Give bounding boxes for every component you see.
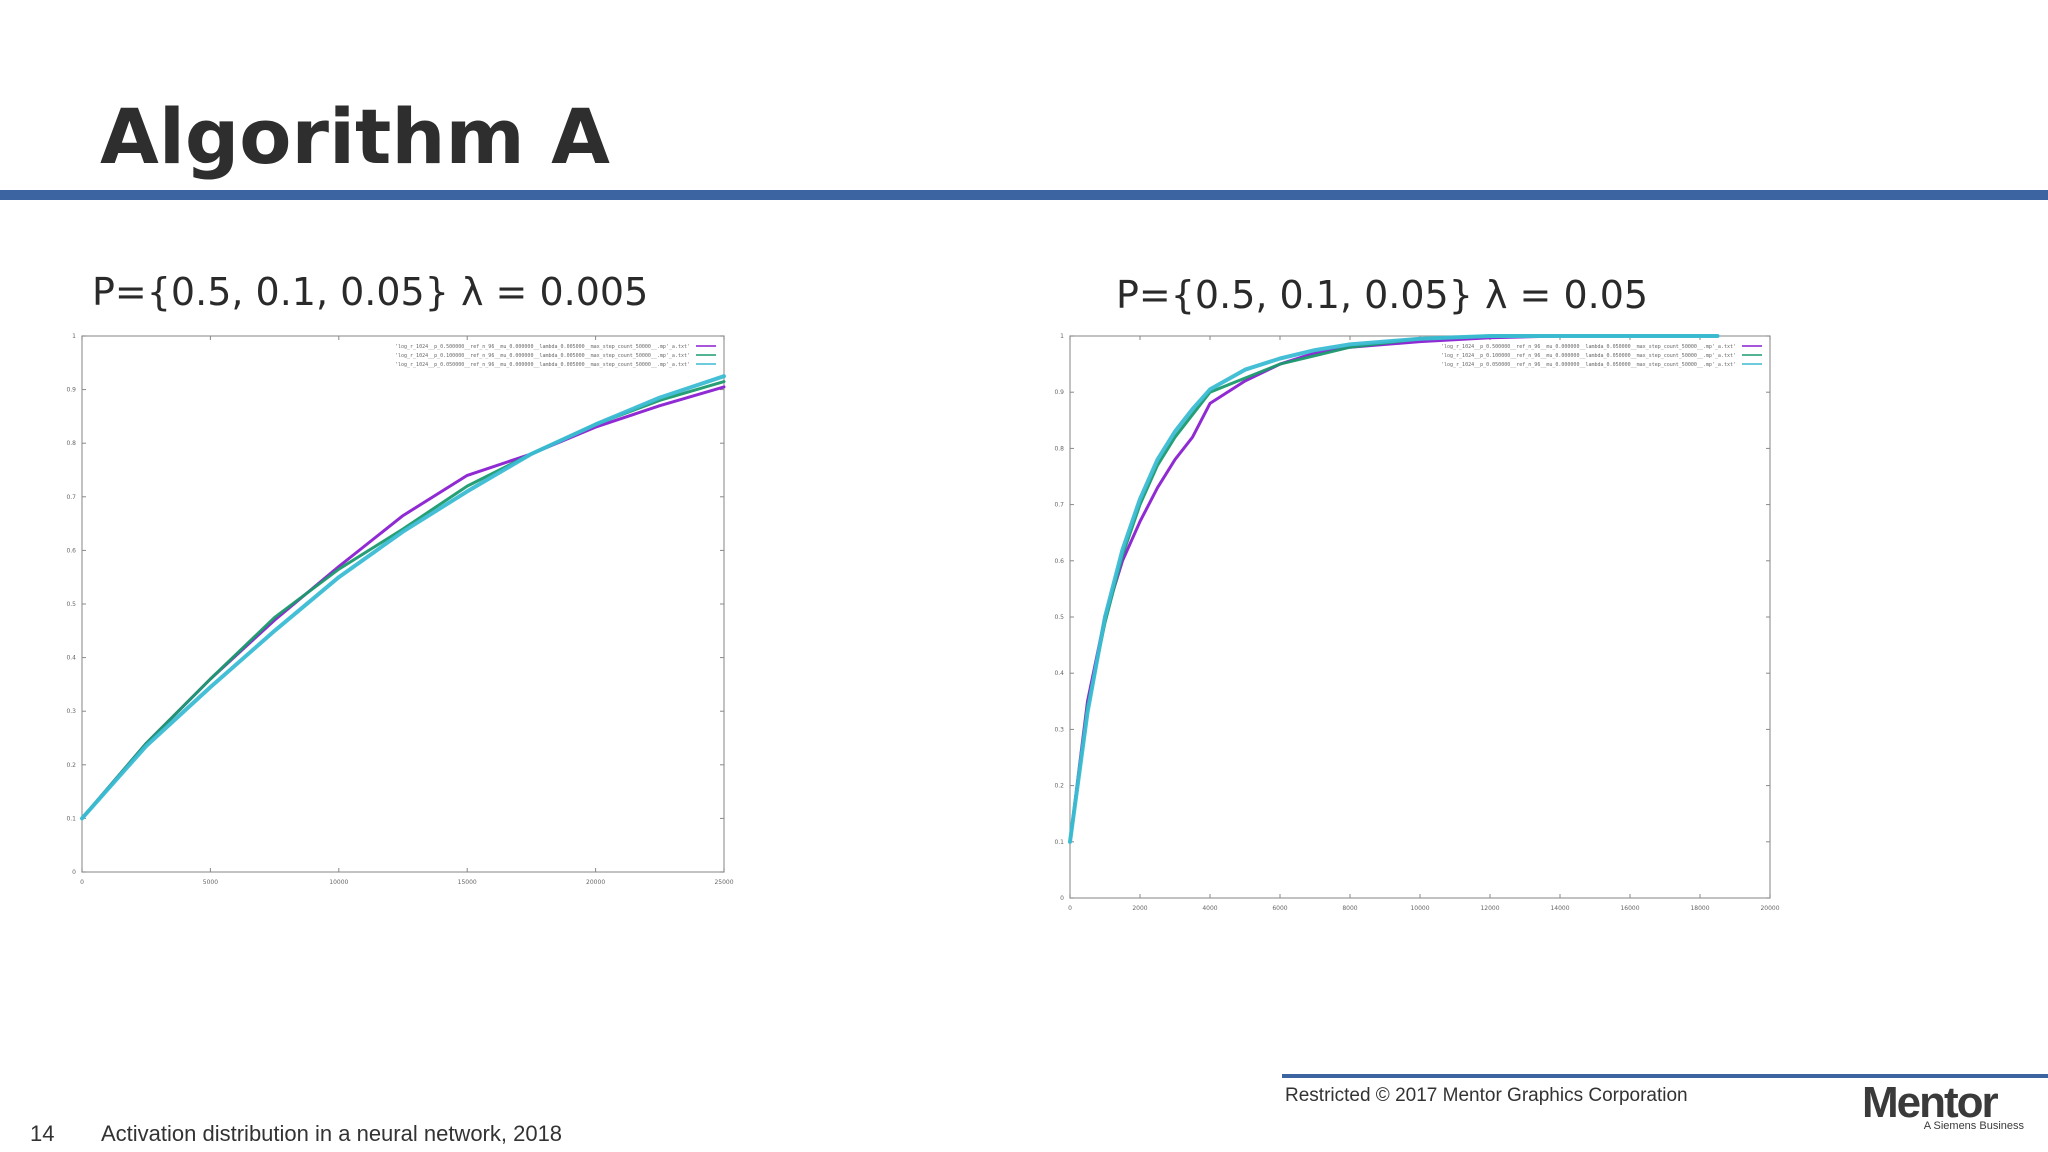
plot-frame [81,335,725,873]
y-tick-label: 0.1 [1054,839,1064,846]
footer-rule [1282,1074,2048,1078]
slide-title: Algorithm A [100,92,610,181]
y-tick-label: 0.9 [66,387,76,394]
y-tick-label: 0.8 [1054,445,1064,452]
y-tick-label: 0.2 [66,762,76,769]
x-tick-label: 16000 [1620,905,1639,912]
chart-title-right: P={0.5, 0.1, 0.05} λ = 0.05 [1116,273,1649,317]
x-tick-label: 4000 [1202,905,1217,912]
y-tick-label: 1 [1060,333,1064,340]
series-line-3 [1068,334,1720,844]
y-tick-label: 0.3 [66,708,76,715]
x-tick-label: 12000 [1480,905,1499,912]
x-tick-label: 10000 [329,879,348,886]
legend-label-3: 'log_r_1024__p_0.050000__ref_n_96__mu_0.… [1441,362,1736,368]
x-tick-label: 0 [80,879,84,886]
x-tick-label: 14000 [1550,905,1569,912]
y-tick-label: 0.5 [1054,614,1064,621]
x-tick-label: 15000 [458,879,477,886]
y-tick-label: 0.1 [66,815,76,822]
y-tick-label: 0.2 [1054,783,1064,790]
footer-description: Activation distribution in a neural netw… [101,1121,563,1146]
legend-label-3: 'log_r_1024__p_0.050000__ref_n_96__mu_0.… [395,362,690,368]
y-tick-label: 0.6 [66,547,76,554]
y-tick-label: 0.4 [66,655,76,662]
chart-title-left: P={0.5, 0.1, 0.05} λ = 0.005 [92,270,649,314]
legend-label-1: 'log_r_1024__p_0.500000__ref_n_96__mu_0.… [395,344,690,350]
x-tick-label: 18000 [1690,905,1709,912]
legend-label-2: 'log_r_1024__p_0.100000__ref_n_96__mu_0.… [1441,353,1736,359]
y-tick-label: 0.4 [1054,670,1064,677]
x-tick-label: 2000 [1132,905,1147,912]
legend-label-2: 'log_r_1024__p_0.100000__ref_n_96__mu_0.… [395,353,690,359]
x-tick-label: 8000 [1342,905,1357,912]
mentor-logo: Mentor A Siemens Business [1858,1078,2028,1138]
chart-left: 0 0.1 0.2 0.3 0.4 0.5 0.6 0.7 0.8 0.9 1 0 5000 10000 1… [66,333,733,886]
page-number: 14 [30,1121,55,1146]
footer-restricted: Restricted © 2017 Mentor Graphics Corpor… [1285,1085,1688,1106]
y-tick-label: 0.3 [1054,726,1064,733]
y-tick-label: 0.7 [66,494,76,501]
x-tick-label: 20000 [1760,905,1779,912]
x-tick-label: 25000 [714,879,733,886]
plot-frame [1069,335,1771,899]
x-tick-label: 6000 [1272,905,1287,912]
title-underline [0,190,2048,200]
chart-right: 0 0.1 0.2 0.3 0.4 0.5 0.6 0.7 0.8 0.9 1 0 2000 4000 60… [1054,333,1779,912]
logo-subtitle: A Siemens Business [1923,1120,2024,1132]
y-tick-label: 0 [1060,895,1064,902]
y-tick-label: 0 [72,869,76,876]
y-tick-label: 0.9 [1054,389,1064,396]
x-tick-label: 0 [1068,905,1072,912]
y-tick-label: 0.5 [66,601,76,608]
series-line-3 [80,374,726,821]
y-tick-label: 0.6 [1054,558,1064,565]
x-tick-label: 20000 [586,879,605,886]
y-tick-label: 1 [72,333,76,340]
x-tick-label: 10000 [1410,905,1429,912]
logo-wordmark: Mentor [1862,1078,1999,1127]
legend-label-1: 'log_r_1024__p_0.500000__ref_n_96__mu_0.… [1441,344,1736,350]
y-tick-label: 0.7 [1054,502,1064,509]
y-tick-label: 0.8 [66,440,76,447]
x-tick-label: 5000 [203,879,218,886]
